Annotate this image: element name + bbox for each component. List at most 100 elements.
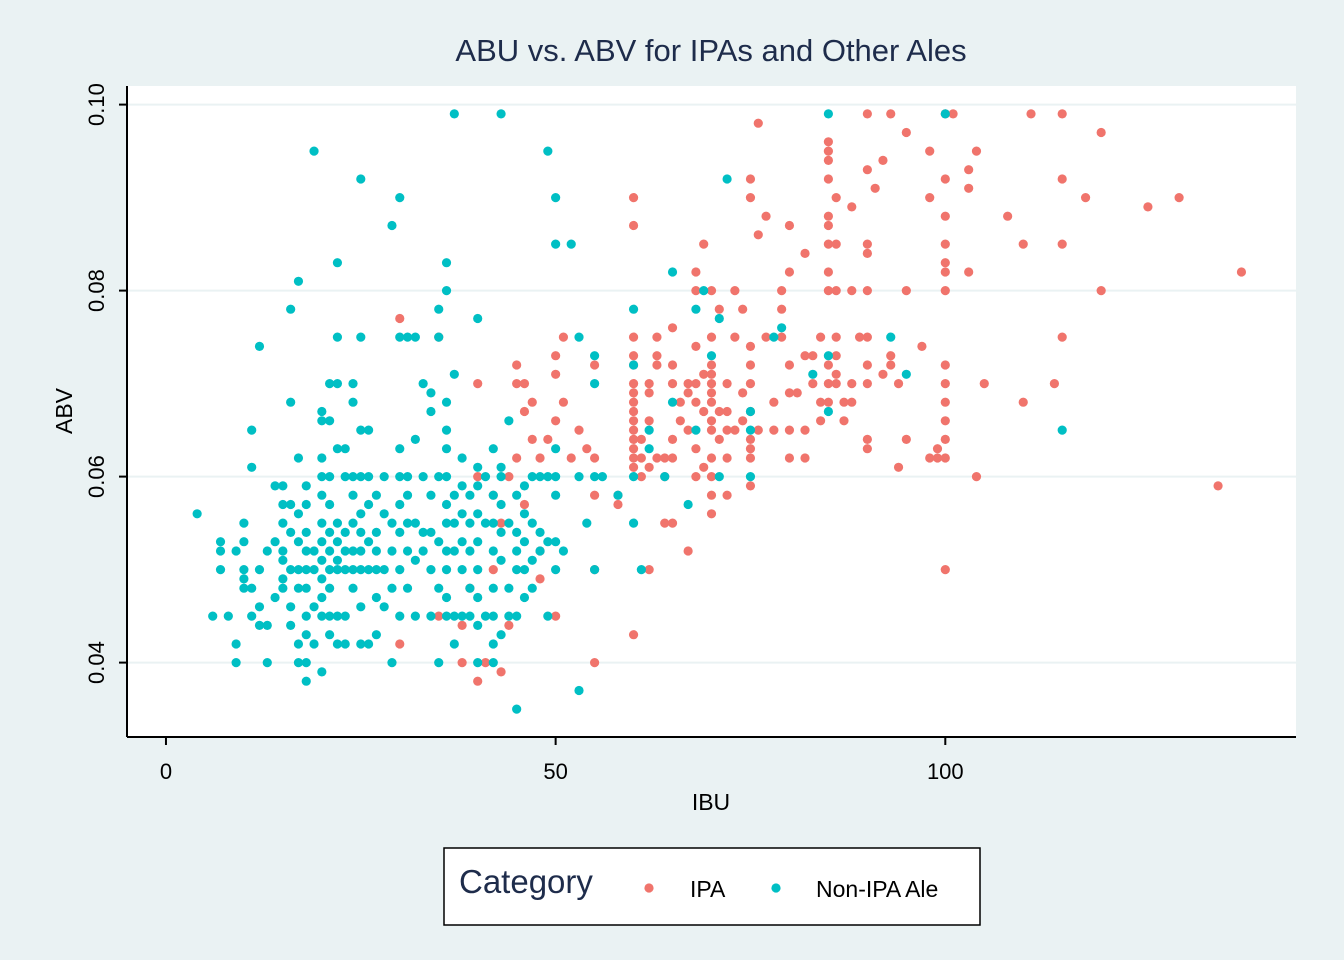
- point-ipa: [784, 220, 795, 231]
- point-non-ipa-ale: [278, 583, 288, 593]
- point-ipa: [519, 406, 530, 417]
- point-non-ipa-ale: [512, 611, 522, 621]
- point-non-ipa-ale: [410, 518, 420, 528]
- point-non-ipa-ale: [465, 611, 475, 621]
- point-ipa: [730, 425, 740, 435]
- point-ipa: [1057, 174, 1067, 184]
- point-non-ipa-ale: [457, 509, 467, 519]
- point-non-ipa-ale: [402, 472, 413, 482]
- point-ipa: [652, 351, 662, 361]
- point-ipa: [1018, 397, 1028, 407]
- point-non-ipa-ale: [192, 509, 202, 519]
- point-ipa: [745, 481, 756, 491]
- point-non-ipa-ale: [449, 518, 459, 528]
- point-ipa: [893, 462, 904, 472]
- point-ipa: [628, 630, 639, 640]
- point-ipa: [706, 388, 717, 398]
- point-ipa: [691, 379, 701, 389]
- point-non-ipa-ale: [410, 611, 420, 621]
- chart-title: ABU vs. ABV for IPAs and Other Ales: [455, 33, 966, 68]
- point-non-ipa-ale: [363, 639, 374, 649]
- point-non-ipa-ale: [434, 583, 444, 593]
- point-ipa: [590, 490, 600, 500]
- point-ipa: [636, 434, 646, 444]
- point-non-ipa-ale: [348, 565, 358, 575]
- point-non-ipa-ale: [465, 490, 475, 500]
- point-ipa: [940, 379, 950, 389]
- point-ipa: [784, 425, 795, 435]
- point-ipa: [1057, 109, 1067, 119]
- point-non-ipa-ale: [940, 109, 950, 119]
- point-non-ipa-ale: [745, 406, 756, 417]
- point-non-ipa-ale: [449, 369, 459, 379]
- point-non-ipa-ale: [660, 472, 670, 482]
- point-ipa: [628, 388, 639, 398]
- point-ipa: [667, 360, 678, 370]
- point-ipa: [831, 239, 841, 249]
- point-ipa: [473, 472, 483, 482]
- point-ipa: [862, 239, 872, 249]
- point-non-ipa-ale: [348, 546, 358, 556]
- point-non-ipa-ale: [340, 639, 350, 649]
- point-non-ipa-ale: [208, 611, 218, 621]
- point-non-ipa-ale: [325, 472, 335, 482]
- point-non-ipa-ale: [317, 555, 327, 565]
- point-ipa: [551, 416, 561, 426]
- point-non-ipa-ale: [480, 472, 491, 482]
- legend-label-non-ipa-ale: Non-IPA Ale: [816, 876, 938, 902]
- point-non-ipa-ale: [356, 546, 366, 556]
- point-non-ipa-ale: [247, 425, 257, 435]
- point-non-ipa-ale: [551, 472, 561, 482]
- point-ipa: [706, 360, 717, 370]
- point-ipa: [660, 453, 670, 463]
- point-non-ipa-ale: [636, 565, 646, 575]
- point-non-ipa-ale: [808, 369, 818, 379]
- point-non-ipa-ale: [325, 546, 335, 556]
- point-non-ipa-ale: [410, 434, 420, 444]
- point-ipa: [574, 425, 584, 435]
- point-non-ipa-ale: [628, 304, 639, 314]
- point-non-ipa-ale: [488, 490, 498, 500]
- point-non-ipa-ale: [426, 565, 436, 575]
- point-ipa: [395, 639, 405, 649]
- point-ipa: [527, 397, 537, 407]
- point-non-ipa-ale: [363, 425, 374, 435]
- point-ipa: [504, 472, 514, 482]
- point-non-ipa-ale: [441, 499, 452, 510]
- point-non-ipa-ale: [418, 527, 428, 538]
- point-ipa: [1080, 193, 1091, 203]
- point-ipa: [667, 323, 678, 333]
- point-non-ipa-ale: [340, 565, 350, 575]
- point-non-ipa-ale: [402, 518, 413, 528]
- point-non-ipa-ale: [512, 565, 522, 575]
- point-non-ipa-ale: [356, 639, 366, 649]
- point-non-ipa-ale: [519, 592, 530, 603]
- point-ipa: [925, 193, 935, 203]
- point-ipa: [691, 267, 701, 277]
- point-non-ipa-ale: [363, 472, 374, 482]
- plot-area: [127, 86, 1296, 737]
- point-ipa: [714, 406, 724, 417]
- point-ipa: [886, 360, 896, 370]
- point-ipa: [940, 258, 950, 268]
- point-non-ipa-ale: [332, 565, 343, 575]
- point-ipa: [940, 211, 950, 221]
- point-ipa: [667, 434, 678, 444]
- point-ipa: [1026, 109, 1036, 119]
- point-non-ipa-ale: [496, 555, 506, 565]
- point-non-ipa-ale: [628, 360, 639, 370]
- point-ipa: [940, 416, 950, 426]
- point-ipa: [964, 267, 974, 277]
- point-non-ipa-ale: [286, 565, 296, 575]
- point-ipa: [862, 332, 872, 342]
- legend-title: Category: [459, 863, 593, 900]
- point-non-ipa-ale: [223, 611, 233, 621]
- point-ipa: [847, 286, 857, 296]
- point-ipa: [1143, 202, 1153, 212]
- point-non-ipa-ale: [395, 527, 405, 538]
- x-tick-label-2: 100: [927, 759, 964, 784]
- point-non-ipa-ale: [473, 592, 483, 603]
- point-non-ipa-ale: [317, 518, 327, 528]
- point-non-ipa-ale: [683, 499, 693, 510]
- point-non-ipa-ale: [426, 611, 436, 621]
